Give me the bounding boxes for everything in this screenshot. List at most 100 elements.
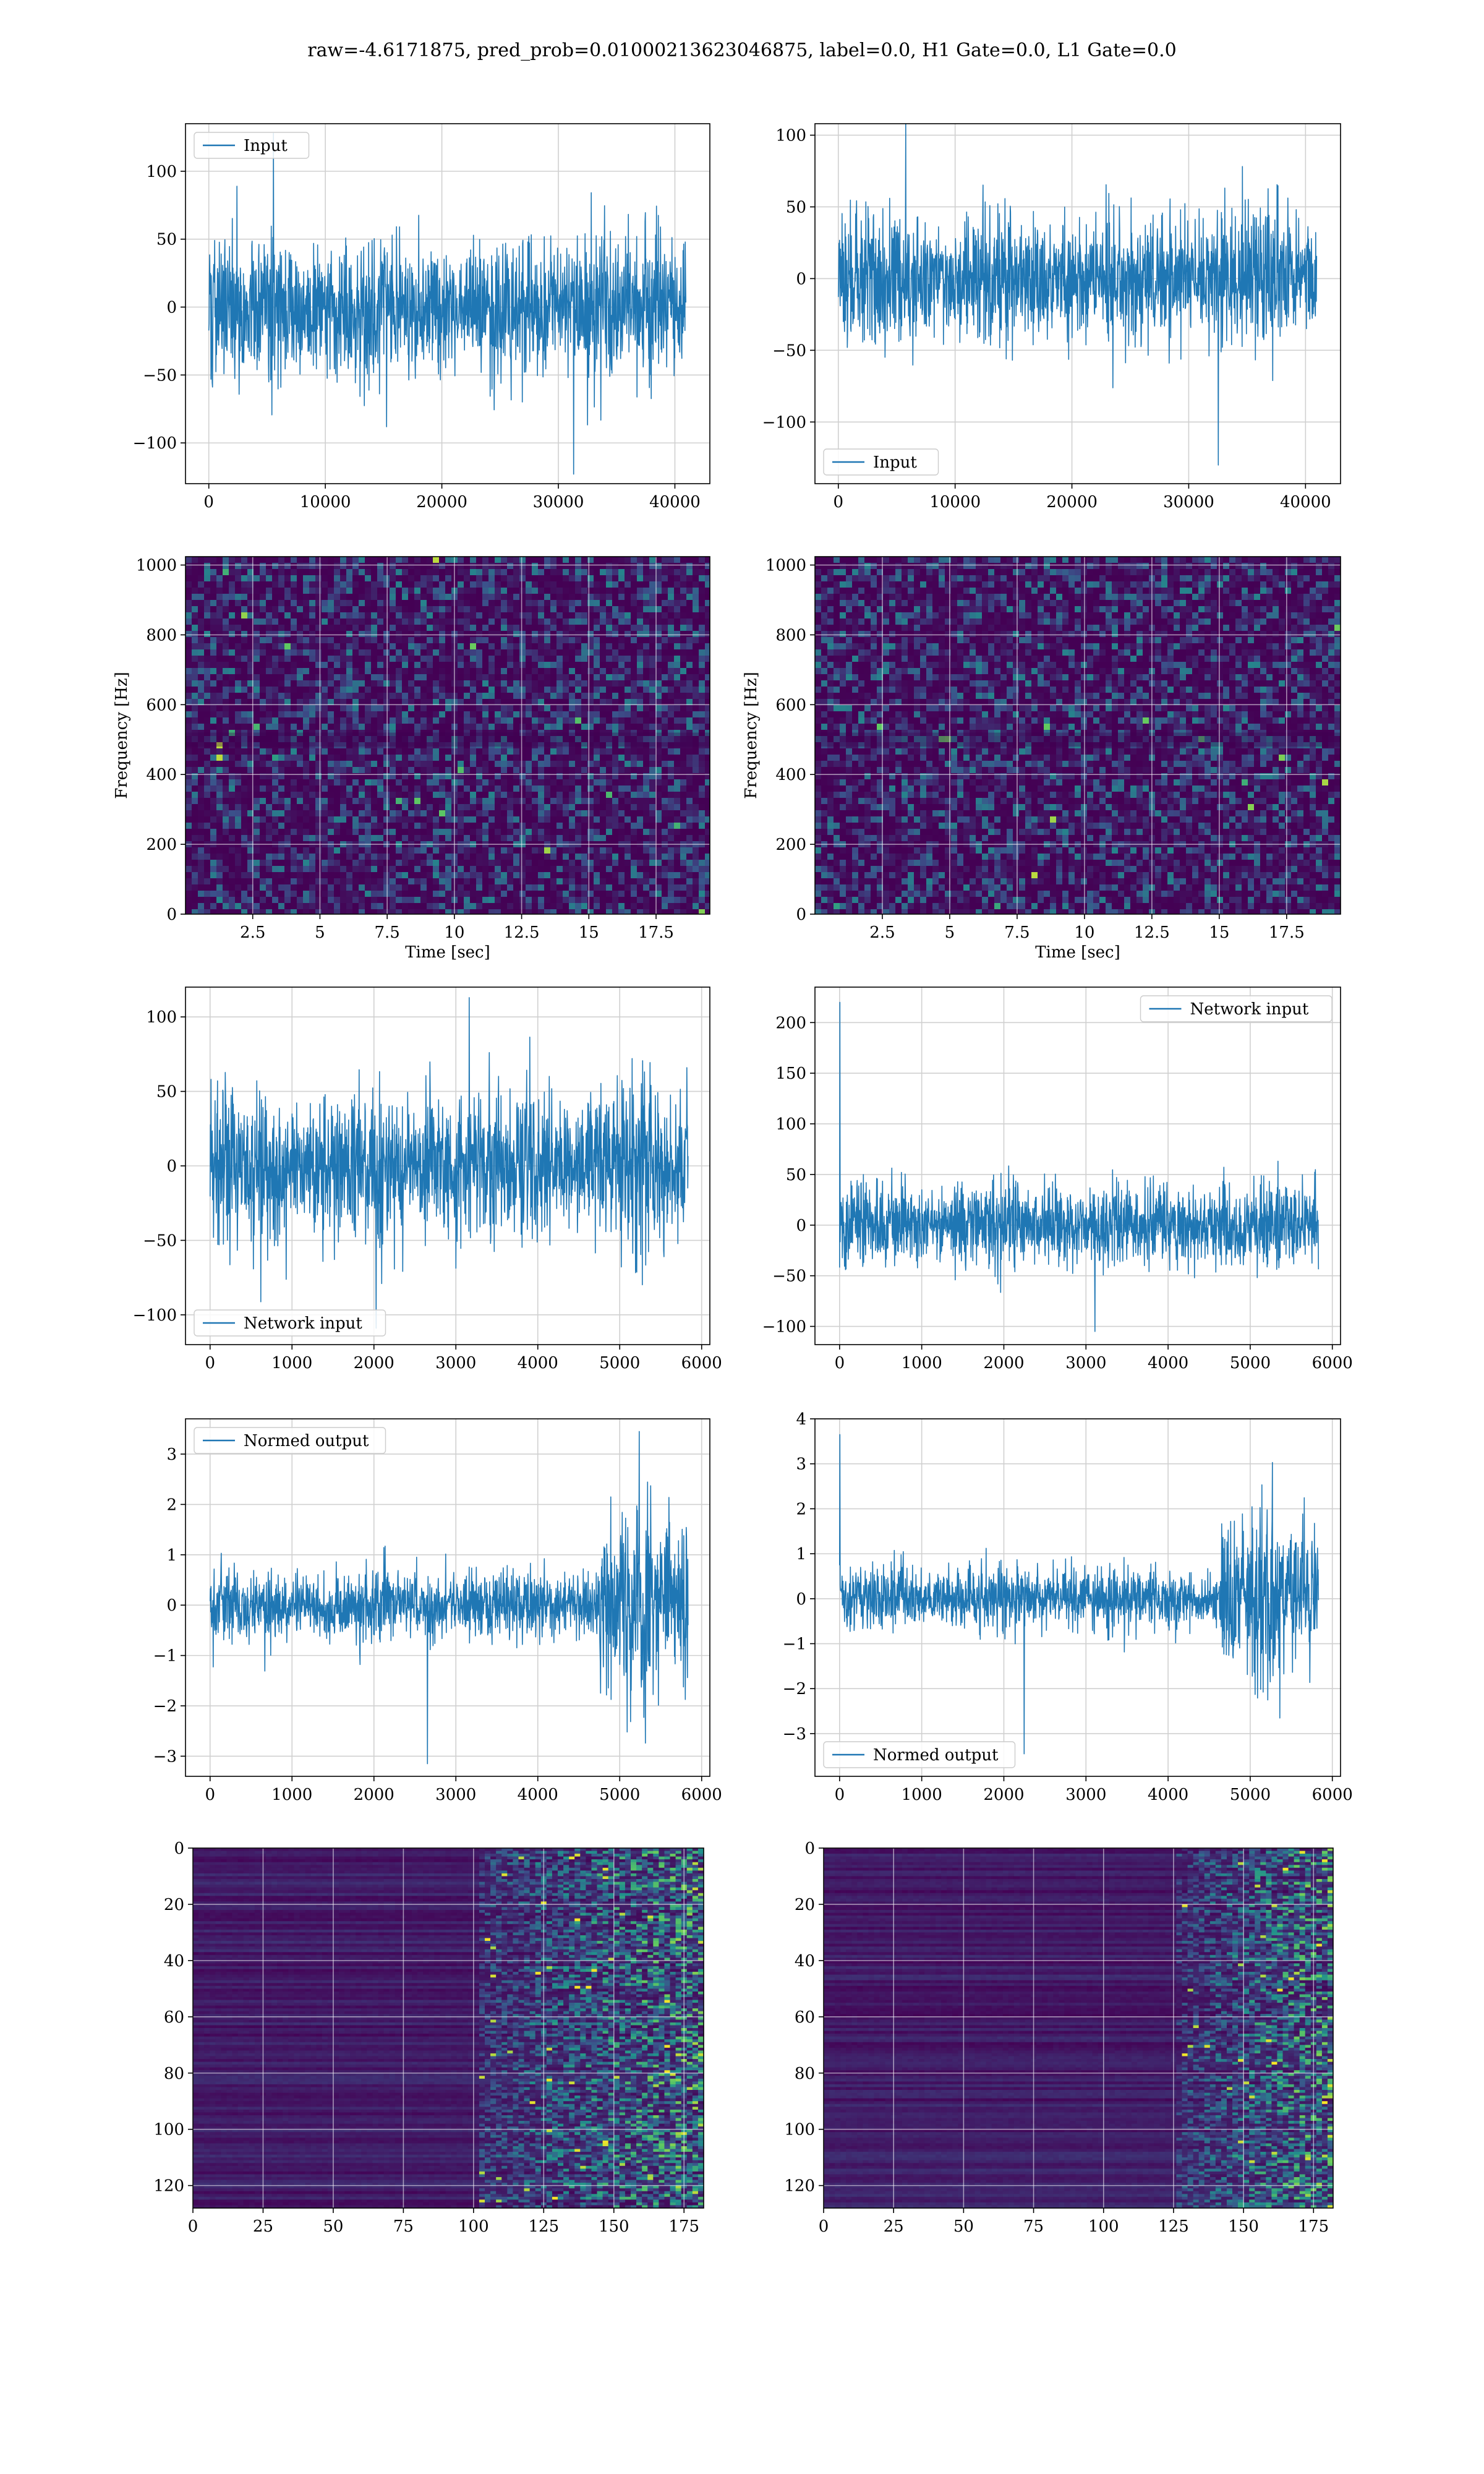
- spectrogram-cell: [612, 649, 618, 656]
- spectrogram-cell: [488, 637, 495, 643]
- spectrogram-cell: [186, 649, 192, 656]
- spectrogram-cell: [216, 649, 223, 656]
- spectrogram-cell: [538, 581, 544, 588]
- spectrogram-cell: [352, 581, 359, 588]
- spectrogram-cell: [680, 816, 686, 823]
- spectrogram-cell: [482, 847, 488, 854]
- spectrogram-cell: [396, 785, 402, 792]
- spectrogram-cell: [334, 779, 340, 785]
- spectrogram-cell: [470, 748, 476, 755]
- spectrogram-cell: [575, 668, 581, 674]
- spectrogram-cell: [365, 717, 371, 724]
- spectrogram-cell: [420, 674, 427, 680]
- spectrogram-cell: [569, 569, 575, 575]
- spectrogram-cell: [396, 687, 402, 693]
- spectrogram-cell: [272, 563, 278, 569]
- spectrogram-cell: [575, 823, 581, 829]
- spectrogram-cell: [662, 717, 668, 724]
- spectrogram-cell: [612, 656, 618, 662]
- spectrogram-cell: [427, 711, 433, 717]
- spectrogram-cell: [396, 674, 402, 680]
- spectrogram-cell: [315, 606, 322, 612]
- spectrogram-cell: [649, 687, 655, 693]
- spectrogram-cell: [266, 748, 272, 755]
- spectrogram-cell: [550, 761, 556, 767]
- spectrogram-cell: [272, 761, 278, 767]
- spectrogram-cell: [192, 662, 198, 668]
- spectrogram-cell: [668, 656, 674, 662]
- spectrogram-cell: [538, 643, 544, 649]
- spectrogram-cell: [507, 816, 513, 823]
- spectrogram-cell: [266, 693, 272, 699]
- spectrogram-cell: [569, 594, 575, 600]
- spectrogram-cell: [445, 717, 451, 724]
- spectrogram-cell: [569, 785, 575, 792]
- spectrogram-cell: [674, 656, 680, 662]
- spectrogram-cell: [575, 693, 581, 699]
- spectrogram-cell: [291, 705, 297, 711]
- spectrogram-cell: [538, 785, 544, 792]
- spectrogram-cell: [519, 680, 526, 687]
- spectrogram-cell: [284, 767, 291, 773]
- spectrogram-cell: [414, 594, 420, 600]
- spectrogram-cell: [328, 804, 334, 810]
- spectrogram-cell: [433, 637, 439, 643]
- spectrogram-cell: [291, 748, 297, 755]
- spectrogram-cell: [445, 687, 451, 693]
- spectrogram-cell: [569, 631, 575, 637]
- spectrogram-cell: [352, 594, 359, 600]
- spectrogram-cell: [377, 748, 383, 755]
- spectrogram-cell: [482, 792, 488, 798]
- spectrogram-cell: [501, 557, 507, 563]
- spectrogram-cell: [643, 575, 649, 581]
- spectrogram-cell: [340, 823, 346, 829]
- spectrogram-cell: [408, 785, 414, 792]
- spectrogram-cell: [420, 606, 427, 612]
- spectrogram-cell: [390, 625, 396, 631]
- spectrogram-cell: [662, 631, 668, 637]
- spectrogram-cell: [686, 687, 693, 693]
- spectrogram-cell: [371, 563, 377, 569]
- y-tick-label: −100: [762, 413, 806, 432]
- spectrogram-cell: [470, 804, 476, 810]
- spectrogram-cell: [631, 643, 637, 649]
- spectrogram-cell: [538, 575, 544, 581]
- spectrogram-cell: [198, 557, 204, 563]
- spectrogram-cell: [495, 711, 501, 717]
- spectrogram-cell: [618, 581, 625, 588]
- spectrogram-cell: [272, 823, 278, 829]
- spectrogram-cell: [198, 606, 204, 612]
- spectrogram-cell: [328, 717, 334, 724]
- spectrogram-cell: [668, 575, 674, 581]
- spectrogram-cell: [649, 705, 655, 711]
- spectrogram-cell: [377, 643, 383, 649]
- spectrogram-cell: [254, 755, 260, 761]
- spectrogram-cell: [662, 705, 668, 711]
- spectrogram-cell: [254, 606, 260, 612]
- y-tick-label: 50: [786, 198, 806, 216]
- spectrogram-cell: [538, 612, 544, 618]
- spectrogram-cell: [519, 631, 526, 637]
- spectrogram-cell: [371, 600, 377, 606]
- spectrogram-cell: [495, 785, 501, 792]
- spectrogram-cell: [705, 680, 710, 687]
- spectrogram-cell: [278, 563, 284, 569]
- spectrogram-cell: [705, 835, 710, 841]
- spectrogram-cell: [668, 761, 674, 767]
- spectrogram-cell: [693, 606, 699, 612]
- spectrogram-cell: [600, 631, 606, 637]
- spectrogram-cell: [482, 767, 488, 773]
- spectrogram-cell: [470, 606, 476, 612]
- spectrogram-cell: [470, 618, 476, 625]
- spectrogram-cell: [254, 785, 260, 792]
- spectrogram-cell: [674, 693, 680, 699]
- spectrogram-cell: [359, 785, 365, 792]
- spectrogram-cell: [297, 662, 303, 668]
- spectrogram-cell: [383, 829, 390, 835]
- spectrogram-cell: [705, 631, 710, 637]
- spectrogram-cell: [192, 618, 198, 625]
- spectrogram-cell: [594, 643, 600, 649]
- spectrogram-cell: [488, 668, 495, 674]
- spectrogram-cell: [556, 594, 563, 600]
- spectrogram-cell: [284, 618, 291, 625]
